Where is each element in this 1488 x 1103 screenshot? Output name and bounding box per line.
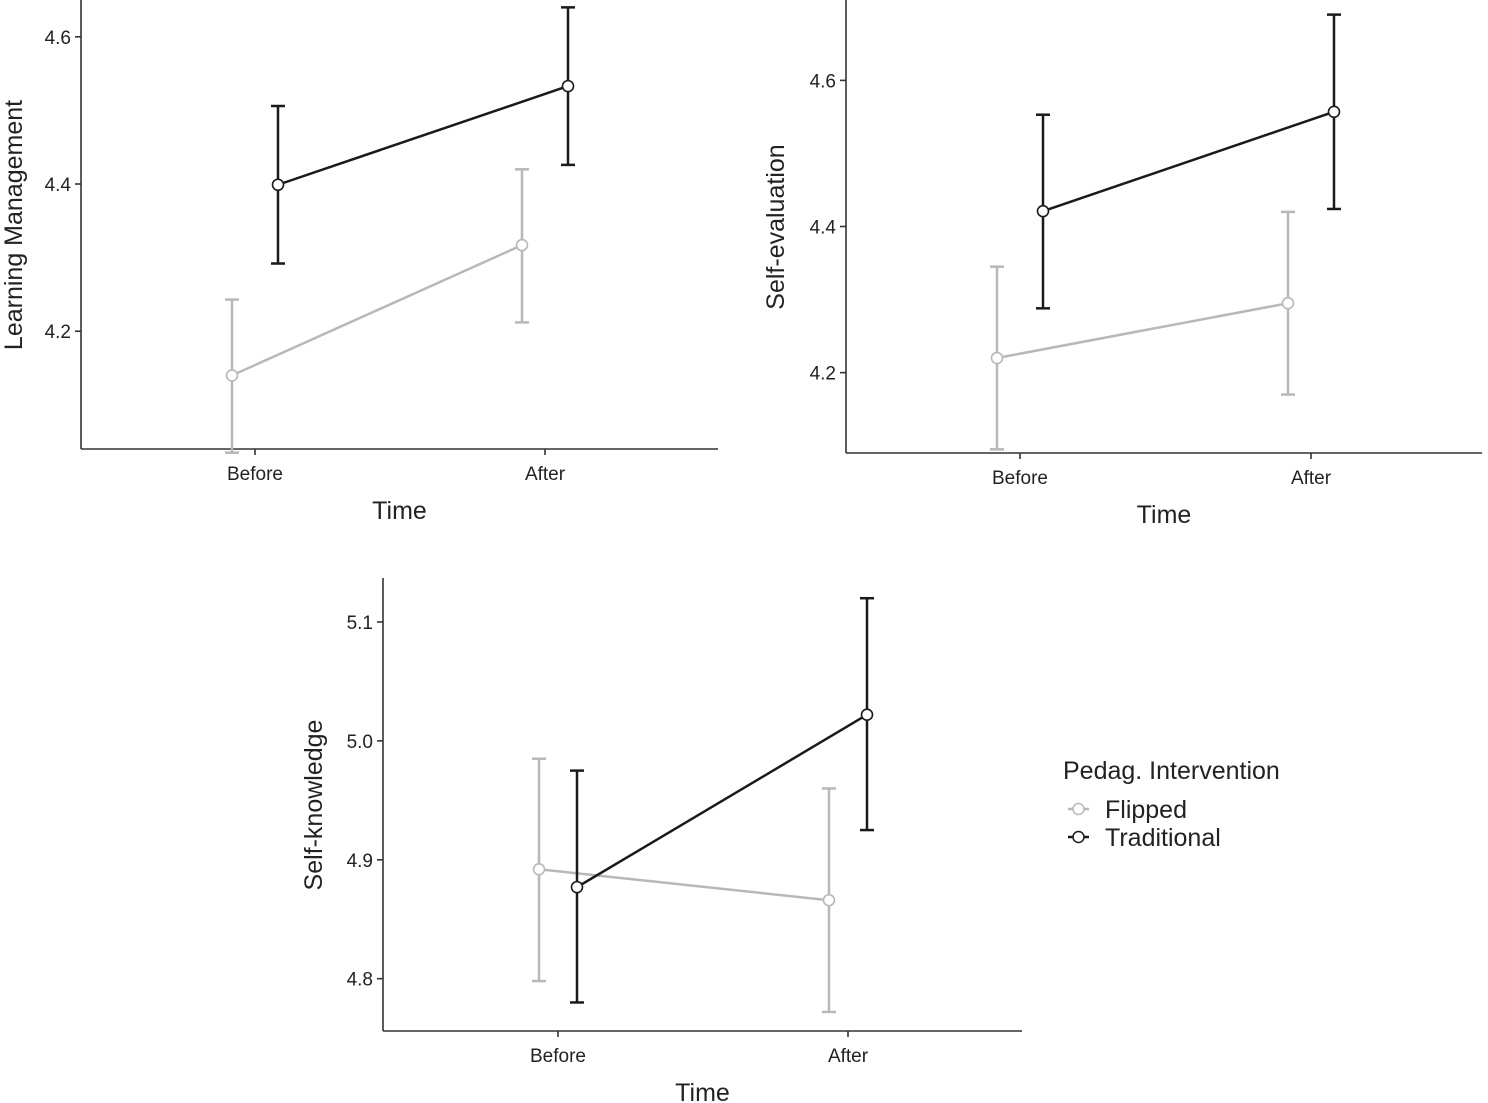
y-tick-label: 4.8 — [347, 970, 373, 991]
data-point — [561, 79, 575, 93]
y-tick-label: 4.4 — [45, 175, 72, 196]
series-line-flipped — [996, 301, 1289, 360]
x-axis-title: Time — [372, 497, 427, 525]
data-point — [822, 893, 836, 907]
x-axis-title: Time — [675, 1079, 730, 1103]
data-point — [1327, 105, 1341, 119]
data-point — [225, 369, 239, 382]
series-traditional — [570, 596, 874, 1004]
series-line-traditional — [1042, 110, 1335, 213]
legend-key-marker-traditional — [1072, 830, 1085, 844]
chart-panel-3: 4.8 4.9 5.0 5.1 Before After Time Self-knowledg… — [300, 578, 1022, 1103]
legend-label-flipped: Flipped — [1105, 796, 1187, 824]
series-flipped — [225, 168, 529, 454]
data-point — [271, 178, 285, 192]
y-tick-label: 4.6 — [45, 28, 71, 49]
y-tick-label: 4.9 — [347, 851, 373, 872]
data-point — [1036, 204, 1050, 218]
series-flipped — [532, 757, 836, 1014]
data-point — [1281, 296, 1295, 310]
y-axis-title: Self-evaluation — [762, 144, 790, 309]
y-tick-label: 4.2 — [45, 322, 71, 343]
y-tick-label: 5.1 — [347, 613, 373, 634]
x-tick-label: Before — [992, 468, 1048, 489]
y-tick-label: 4.6 — [810, 71, 836, 92]
data-point — [570, 880, 584, 894]
legend-label-traditional: Traditional — [1105, 824, 1221, 852]
x-axis-title: Time — [1137, 501, 1192, 529]
data-point — [532, 862, 546, 876]
y-tick-label: 4.2 — [810, 364, 836, 385]
series-line-traditional — [277, 84, 569, 186]
data-point — [990, 351, 1004, 365]
y-axis-title: Learning Management — [0, 100, 28, 350]
series-traditional — [271, 6, 575, 265]
series-line-flipped — [231, 243, 523, 377]
legend-key-marker-flipped — [1072, 802, 1085, 816]
series-line-traditional — [576, 713, 868, 889]
y-axis-title: Self-knowledge — [300, 720, 328, 891]
legend: Pedag. Intervention Flipped Traditional — [1063, 757, 1280, 852]
series-traditional — [1036, 13, 1341, 310]
x-tick-label: After — [525, 464, 566, 485]
x-tick-label: Before — [227, 464, 283, 485]
legend-title: Pedag. Intervention — [1063, 757, 1280, 785]
legend-item-flipped: Flipped — [1068, 796, 1187, 824]
chart-panel-2: 4.2 4.4 4.6 Before After Time Self-evaluation — [762, 0, 1482, 529]
series-flipped — [990, 210, 1295, 451]
x-tick-label: After — [828, 1046, 869, 1067]
x-tick-label: Before — [530, 1046, 586, 1067]
data-point — [860, 708, 874, 722]
data-point — [515, 238, 529, 252]
x-tick-label: After — [1291, 468, 1332, 489]
legend-item-traditional: Traditional — [1068, 824, 1221, 852]
series-line-flipped — [538, 868, 830, 902]
y-tick-label: 5.0 — [347, 732, 373, 753]
y-tick-label: 4.4 — [810, 218, 837, 239]
chart-panel-1: 4.2 4.4 4.6 Before After Time Learning Managem… — [0, 0, 718, 525]
